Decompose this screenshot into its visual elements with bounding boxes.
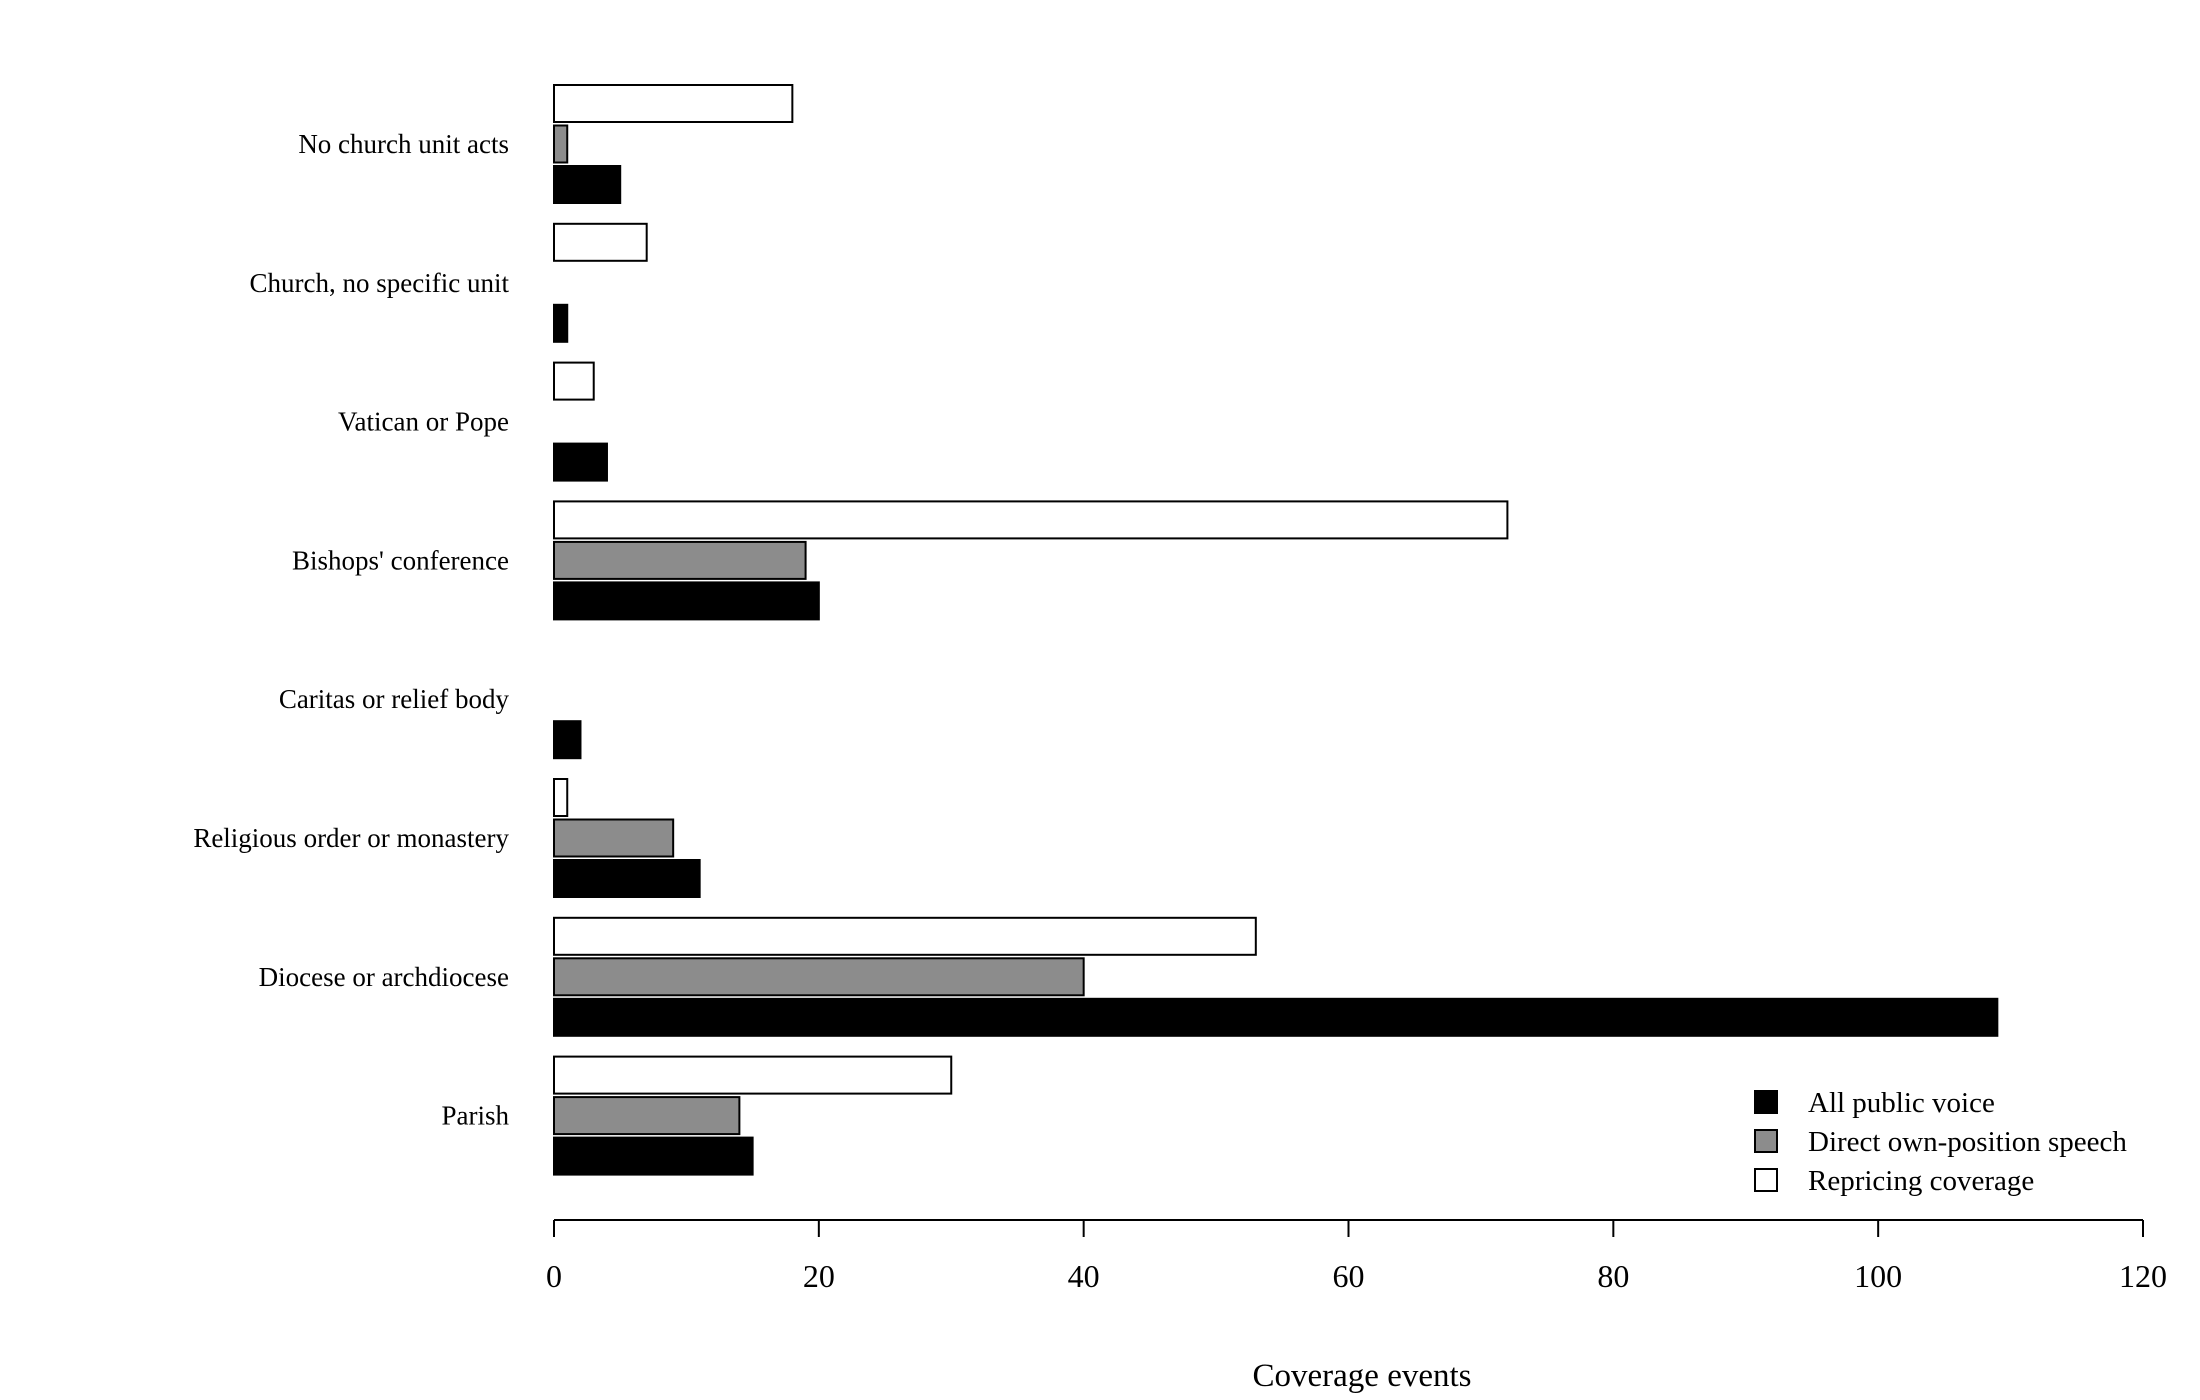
legend-swatch [1754,1168,1778,1192]
bar-all-public-voice [553,997,1999,1037]
x-tick-label: 40 [1068,1258,1100,1294]
x-axis: 0 20 40 60 80 100 120 [546,1219,2167,1294]
bar-all-public-voice [553,581,820,621]
legend: All public voice Direct own-position spee… [1754,1087,2127,1197]
category-label: No church unit acts [298,129,509,159]
bar-repricing-coverage [553,916,1257,956]
bar-repricing-coverage [553,1055,953,1095]
bar-all-public-voice [553,303,569,343]
category-label: Religious order or monastery [193,823,509,853]
x-tick-label: 60 [1333,1258,1365,1294]
bar-repricing-coverage [553,361,595,401]
category-label: Church, no specific unit [250,268,510,298]
bar-all-public-voice [553,1136,754,1176]
bar-repricing-coverage [553,500,1509,540]
legend-label: Repricing coverage [1808,1165,2034,1197]
x-tick-label: 20 [803,1258,835,1294]
x-tick-label: 120 [2119,1258,2167,1294]
bar-repricing-coverage [553,84,794,123]
x-axis-title: Coverage events [1253,1358,1472,1394]
bar-direct-own-position-speech [553,957,1085,997]
legend-label: Direct own-position speech [1808,1126,2127,1158]
category-label: Diocese or archdiocese [259,962,509,992]
bar-all-public-voice [553,859,701,898]
bar-direct-own-position-speech [553,124,569,164]
x-tick-label: 100 [1854,1258,1902,1294]
category-labels: No church unit acts Church, no specific u… [193,129,509,1131]
legend-swatch [1754,1090,1778,1114]
x-tick-label: 0 [546,1258,562,1294]
category-label: Bishops' conference [292,545,509,575]
category-label: Caritas or relief body [279,684,510,714]
legend-label: All public voice [1808,1087,1995,1119]
bar-repricing-coverage [553,778,569,817]
bar-all-public-voice [553,442,608,482]
category-label: Vatican or Pope [338,407,509,437]
bars-group [553,84,1999,1176]
category-label: Parish [442,1101,510,1131]
bar-all-public-voice [553,720,582,760]
bar-repricing-coverage [553,222,648,262]
legend-swatch [1754,1129,1778,1153]
x-tick-label: 80 [1597,1258,1629,1294]
bar-direct-own-position-speech [553,1096,741,1136]
bar-direct-own-position-speech [553,540,807,580]
bar-direct-own-position-speech [553,818,675,858]
bar-all-public-voice [553,165,622,204]
